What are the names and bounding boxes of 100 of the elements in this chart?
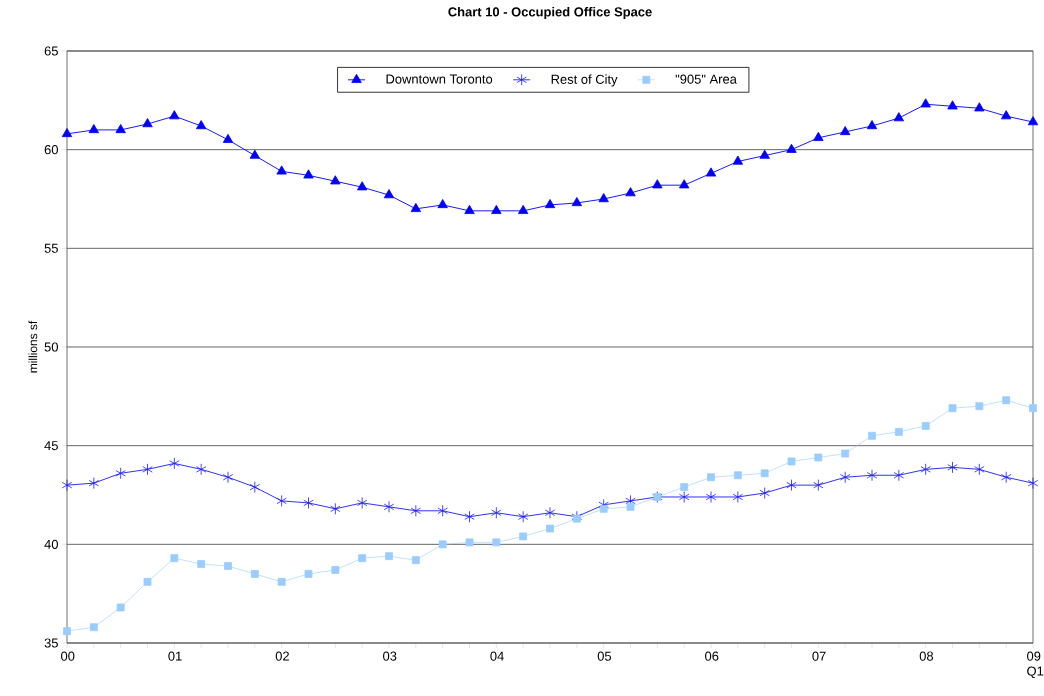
point <box>1027 477 1039 490</box>
point <box>89 623 98 632</box>
point <box>222 471 234 484</box>
point <box>197 560 206 568</box>
point <box>249 149 260 159</box>
legend-label: Downtown Toronto <box>386 74 493 84</box>
y-axis-title: millions sf <box>28 320 38 373</box>
point <box>893 469 905 482</box>
point <box>975 402 984 411</box>
point <box>61 127 73 138</box>
point <box>357 496 368 509</box>
point <box>196 463 207 476</box>
point <box>438 540 447 549</box>
point <box>464 510 475 523</box>
point <box>679 179 690 189</box>
point <box>250 570 259 578</box>
point <box>705 167 717 177</box>
point <box>116 603 125 612</box>
point <box>88 477 99 490</box>
point <box>866 120 878 130</box>
point <box>544 506 556 519</box>
legend-label: Rest of City <box>551 74 618 87</box>
point <box>357 181 368 191</box>
point <box>465 538 474 547</box>
point <box>733 471 742 480</box>
point <box>732 155 744 165</box>
point <box>893 112 905 122</box>
point <box>331 566 340 574</box>
x-tick-label: 03 <box>383 651 397 661</box>
point <box>518 204 529 214</box>
point <box>330 502 341 515</box>
point <box>813 131 824 141</box>
x-tick-label: 00 <box>61 651 75 661</box>
point <box>410 504 421 517</box>
y-tick-label: 60 <box>44 145 58 155</box>
point <box>707 473 715 482</box>
point <box>1027 116 1039 126</box>
point <box>813 479 824 492</box>
point <box>598 193 609 203</box>
point <box>1029 404 1037 413</box>
point <box>571 197 582 207</box>
point <box>169 457 180 470</box>
point <box>385 552 393 561</box>
point <box>304 570 313 578</box>
point <box>519 532 528 541</box>
point <box>224 562 232 570</box>
point <box>491 506 502 519</box>
point <box>546 524 554 533</box>
point <box>303 496 314 509</box>
point <box>1001 471 1012 484</box>
y-tick-label: 50 <box>44 342 58 352</box>
point <box>142 118 153 128</box>
point <box>626 502 635 511</box>
point <box>786 143 797 153</box>
point <box>894 427 903 436</box>
point <box>410 202 421 213</box>
point <box>196 120 207 130</box>
point <box>840 471 851 484</box>
point <box>518 510 529 523</box>
point <box>572 514 581 523</box>
point <box>974 463 985 476</box>
point <box>544 199 556 209</box>
point <box>814 453 823 462</box>
point <box>947 461 958 474</box>
point <box>492 538 501 547</box>
point <box>948 404 957 413</box>
point <box>732 491 744 503</box>
point <box>383 189 395 199</box>
point <box>303 169 314 179</box>
point <box>143 577 152 586</box>
point <box>1001 110 1012 120</box>
y-tick-label: 55 <box>44 243 58 253</box>
point <box>115 124 126 134</box>
point <box>840 126 851 136</box>
point <box>786 479 797 492</box>
point <box>841 449 850 458</box>
y-tick-label: 40 <box>44 539 58 549</box>
x-tick-label: 09 Q1 <box>1027 651 1044 678</box>
point <box>88 124 99 134</box>
point <box>679 491 690 503</box>
point <box>437 504 448 517</box>
point <box>759 487 770 499</box>
point <box>249 481 260 494</box>
y-tick-label: 45 <box>44 441 58 451</box>
point <box>115 467 126 480</box>
point <box>277 577 286 586</box>
point <box>491 204 502 214</box>
point <box>868 431 876 440</box>
point <box>920 98 931 108</box>
chart-title: Chart 10 - Occupied Office Space <box>448 6 652 20</box>
point <box>169 110 180 120</box>
point <box>680 483 689 492</box>
point <box>358 554 367 563</box>
y-tick-label: 65 <box>44 46 58 56</box>
point <box>760 469 769 478</box>
point <box>170 554 179 563</box>
x-tick-label: 06 <box>705 651 719 661</box>
x-tick-label: 02 <box>275 651 289 661</box>
point <box>1002 396 1011 405</box>
point <box>974 102 985 112</box>
